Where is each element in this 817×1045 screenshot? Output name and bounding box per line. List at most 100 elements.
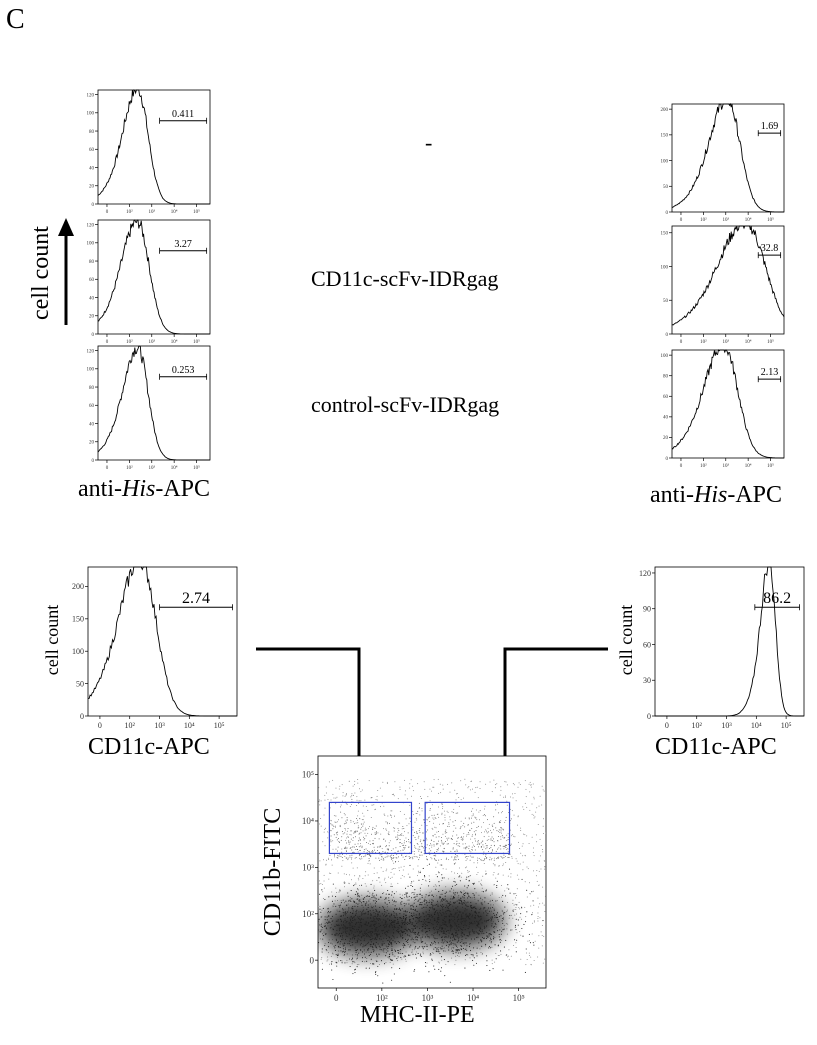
event-dot [495, 804, 497, 806]
event-dot [354, 893, 356, 896]
event-dot [422, 912, 424, 914]
event-dot [332, 978, 334, 981]
event-dot [497, 919, 499, 921]
event-dot [453, 939, 456, 941]
event-dot [410, 892, 412, 894]
event-dot [484, 897, 486, 899]
event-dot [459, 828, 461, 830]
event-dot [431, 804, 433, 806]
event-dot [468, 895, 470, 898]
event-dot [515, 909, 517, 911]
event-dot [483, 836, 485, 838]
event-dot [457, 837, 459, 839]
event-dot [342, 833, 344, 835]
event-dot [393, 873, 395, 875]
event-dot [532, 922, 534, 924]
event-dot [356, 894, 358, 896]
event-dot [341, 962, 343, 964]
event-dot [391, 942, 393, 944]
event-dot [337, 920, 339, 922]
event-dot [367, 862, 369, 864]
event-dot [370, 921, 372, 923]
event-dot [377, 915, 379, 917]
event-dot [359, 900, 361, 903]
event-dot [326, 919, 328, 921]
event-dot [393, 920, 395, 922]
event-dot [319, 804, 321, 806]
x-tick-label: 10⁴ [467, 993, 479, 1003]
event-dot [502, 857, 504, 859]
event-dot [367, 941, 369, 943]
event-dot [514, 924, 517, 927]
event-dot [375, 921, 377, 923]
event-dot [461, 932, 464, 934]
event-dot [341, 784, 343, 786]
event-dot [468, 818, 470, 820]
event-dot [360, 856, 362, 858]
event-dot [480, 952, 482, 954]
event-dot [337, 838, 339, 840]
event-dot [354, 900, 356, 903]
event-dot [478, 881, 480, 883]
event-dot [433, 814, 435, 816]
event-dot [388, 899, 390, 902]
event-dot [385, 938, 388, 940]
event-dot [514, 836, 516, 838]
event-dot [419, 887, 421, 889]
event-dot [356, 796, 358, 798]
event-dot [403, 902, 405, 904]
event-dot [483, 925, 485, 927]
event-dot [441, 927, 443, 929]
event-dot [332, 828, 334, 830]
event-dot [420, 795, 422, 797]
event-dot [361, 789, 363, 791]
event-dot [350, 830, 352, 832]
event-dot [464, 918, 466, 920]
event-dot [460, 921, 462, 923]
event-dot [331, 895, 333, 897]
event-dot [367, 950, 369, 952]
event-dot [371, 804, 373, 806]
event-dot [500, 827, 502, 829]
event-dot [467, 787, 469, 789]
event-dot [424, 936, 426, 938]
event-dot [446, 900, 448, 902]
event-dot [472, 813, 474, 815]
event-dot [421, 824, 423, 826]
event-dot [396, 922, 398, 925]
event-dot [432, 904, 434, 906]
event-dot [466, 858, 468, 860]
event-dot [513, 835, 515, 837]
event-dot [433, 786, 435, 788]
x-tick-label: 10² [125, 721, 136, 730]
event-dot [335, 932, 337, 934]
event-dot [462, 837, 464, 839]
event-dot [400, 834, 402, 836]
event-dot [441, 874, 443, 876]
event-dot [351, 913, 354, 915]
event-dot [389, 958, 392, 960]
event-dot [356, 922, 358, 924]
event-dot [461, 945, 463, 947]
event-dot [434, 968, 436, 970]
event-dot [500, 830, 502, 832]
event-dot [469, 897, 471, 899]
event-dot [330, 829, 332, 831]
event-dot [494, 931, 496, 933]
event-dot [500, 832, 502, 834]
event-dot [524, 802, 526, 804]
event-dot [486, 960, 488, 962]
event-dot [400, 909, 402, 911]
event-dot [501, 896, 503, 898]
event-dot [432, 786, 434, 788]
event-dot [404, 856, 406, 858]
event-dot [543, 790, 545, 792]
event-dot [351, 927, 354, 930]
event-dot [430, 857, 432, 859]
event-dot [344, 911, 346, 913]
event-dot [448, 935, 450, 937]
density-cloud [318, 778, 546, 984]
event-dot [468, 786, 470, 788]
event-dot [340, 927, 342, 929]
event-dot [443, 913, 445, 915]
